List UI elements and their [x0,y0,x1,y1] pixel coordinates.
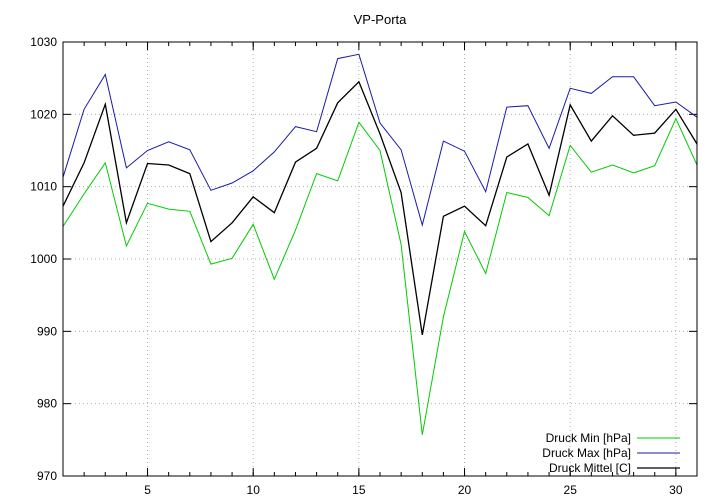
legend-label-2: Druck Max [hPa] [542,446,631,460]
plot-frame [62,41,698,477]
y-tick-label: 990 [37,324,57,338]
series-line-2 [62,53,698,227]
y-tick-label: 1020 [30,107,57,121]
x-tick-label: 5 [144,483,151,497]
legend-label-1: Druck Min [hPa] [546,431,631,445]
grid-lines [63,42,697,476]
chart-title: VP-Porta [354,12,408,27]
legend: Druck Min [hPa]Druck Max [hPa]Druck Mitt… [542,431,680,475]
x-tick-label: 30 [669,483,683,497]
series-lines [62,53,698,435]
legend-label-3: Druck Mittel [C] [549,461,631,475]
y-tick-label: 1030 [30,35,57,49]
x-tick-label: 25 [564,483,578,497]
series-line-1 [62,117,698,435]
axis-ticks: 970 980 990 1000 1010 1020 1030 5 10 15 20 25 30 [30,35,698,497]
x-tick-label: 20 [458,483,472,497]
y-tick-label: 1000 [30,252,57,266]
x-tick-label: 15 [352,483,366,497]
y-tick-label: 1010 [30,180,57,194]
x-tick-label: 10 [247,483,261,497]
series-line-3 [62,80,698,336]
y-tick-label: 980 [37,397,57,411]
y-tick-label: 970 [37,469,57,483]
